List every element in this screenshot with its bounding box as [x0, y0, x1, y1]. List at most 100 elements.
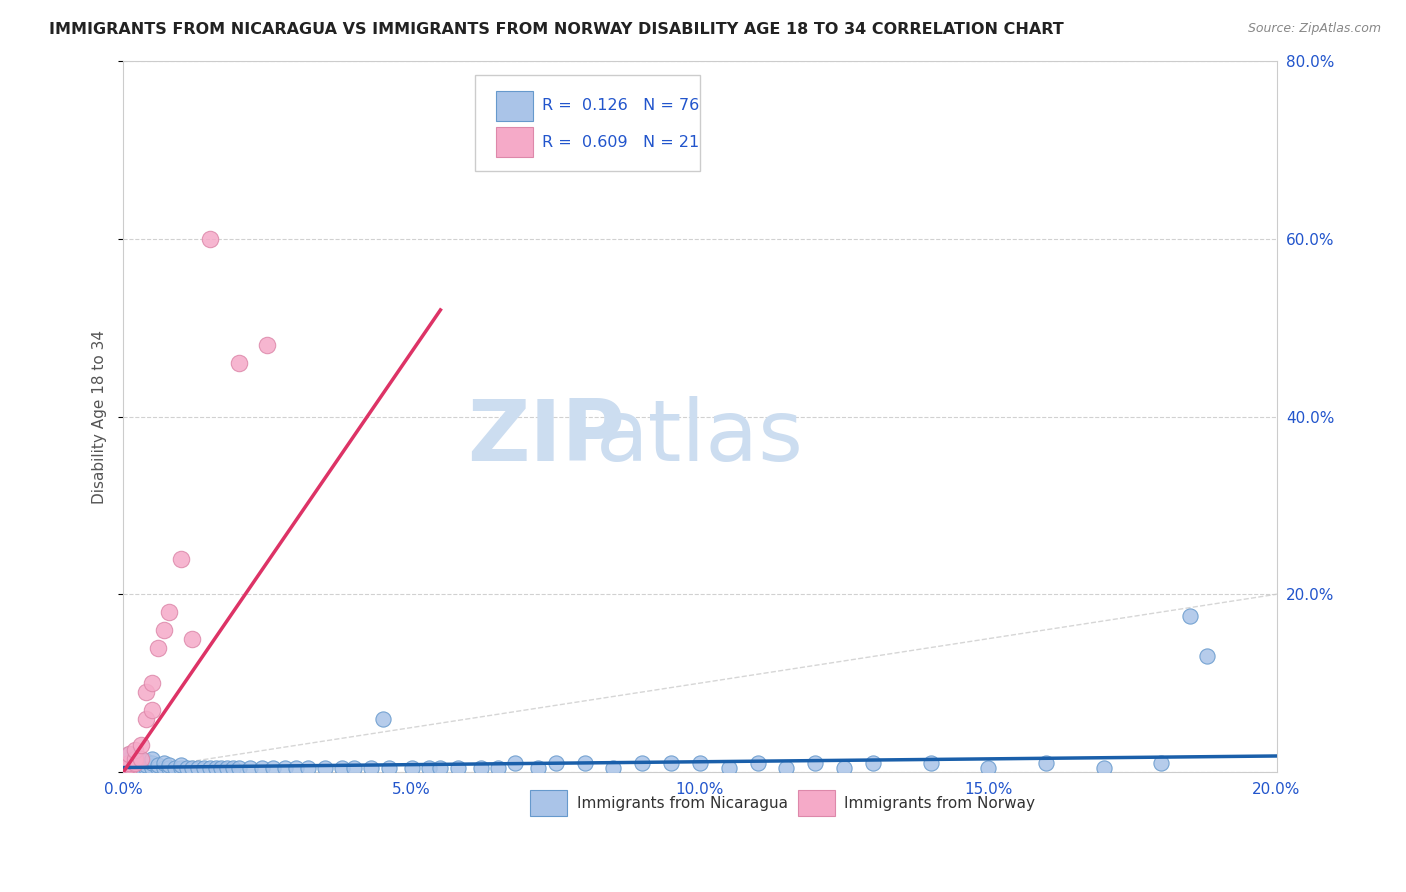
Point [152, 756, 174, 770]
Point [447, 760, 470, 774]
Point [198, 760, 221, 774]
Point [176, 760, 198, 774]
Point [141, 760, 163, 774]
Point [228, 356, 250, 370]
Point [135, 754, 157, 768]
Text: Source: ZipAtlas.com: Source: ZipAtlas.com [1247, 22, 1381, 36]
FancyBboxPatch shape [496, 128, 533, 157]
Point [631, 756, 654, 770]
Point [129, 752, 152, 766]
Point [165, 760, 187, 774]
Point [124, 749, 146, 764]
Point [118, 752, 141, 766]
Point [377, 760, 399, 774]
Point [181, 632, 204, 646]
Point [429, 760, 451, 774]
Point [602, 760, 624, 774]
Point [256, 338, 278, 352]
Point [124, 756, 146, 770]
Point [181, 760, 204, 774]
Point [332, 760, 354, 774]
Point [1197, 649, 1219, 664]
Text: IMMIGRANTS FROM NICARAGUA VS IMMIGRANTS FROM NORWAY DISABILITY AGE 18 TO 34 CORR: IMMIGRANTS FROM NICARAGUA VS IMMIGRANTS … [49, 22, 1064, 37]
Point [124, 760, 146, 774]
Point [135, 685, 157, 699]
Point [544, 756, 567, 770]
Point [118, 747, 141, 762]
Point [314, 760, 336, 774]
Point [920, 756, 942, 770]
Point [135, 712, 157, 726]
Point [204, 760, 226, 774]
Text: R =  0.126   N = 76: R = 0.126 N = 76 [541, 98, 699, 113]
Point [187, 760, 209, 774]
FancyBboxPatch shape [496, 91, 533, 120]
Point [146, 757, 169, 772]
Point [152, 623, 174, 637]
Point [124, 757, 146, 772]
Point [228, 760, 250, 774]
Point [1035, 756, 1057, 770]
Point [159, 757, 181, 772]
Point [193, 760, 215, 774]
Point [146, 640, 169, 655]
Point [1092, 760, 1115, 774]
Point [717, 760, 740, 774]
Point [360, 760, 382, 774]
Point [118, 747, 141, 762]
Point [124, 743, 146, 757]
Point [862, 756, 884, 770]
Point [159, 605, 181, 619]
Point [118, 760, 141, 774]
Point [239, 760, 262, 774]
Point [198, 232, 221, 246]
Point [505, 756, 527, 770]
Point [129, 739, 152, 753]
Point [659, 756, 682, 770]
Point [401, 760, 423, 774]
Y-axis label: Disability Age 18 to 34: Disability Age 18 to 34 [93, 329, 107, 504]
Point [804, 756, 827, 770]
Point [118, 757, 141, 772]
Point [297, 760, 319, 774]
Point [118, 756, 141, 770]
Point [129, 760, 152, 774]
Point [527, 760, 550, 774]
Point [146, 760, 169, 774]
Point [832, 760, 855, 774]
Point [135, 760, 157, 774]
Point [124, 752, 146, 766]
Point [574, 756, 596, 770]
Point [159, 760, 181, 774]
Point [141, 752, 163, 766]
Point [262, 760, 284, 774]
Point [118, 760, 141, 774]
Point [118, 757, 141, 772]
Point [217, 760, 239, 774]
Point [141, 756, 163, 770]
FancyBboxPatch shape [530, 790, 567, 816]
Point [129, 752, 152, 766]
Point [689, 756, 711, 770]
Point [371, 712, 394, 726]
Point [209, 760, 232, 774]
Point [775, 760, 797, 774]
Text: R =  0.609   N = 21: R = 0.609 N = 21 [541, 135, 699, 150]
Point [418, 760, 440, 774]
Point [486, 760, 509, 774]
Point [977, 760, 1000, 774]
Point [747, 756, 769, 770]
Point [343, 760, 366, 774]
Point [1150, 756, 1173, 770]
Point [141, 676, 163, 690]
Point [170, 760, 193, 774]
Point [274, 760, 297, 774]
Point [124, 754, 146, 768]
Text: Immigrants from Nicaragua: Immigrants from Nicaragua [576, 796, 787, 811]
FancyBboxPatch shape [475, 75, 700, 171]
Point [285, 760, 308, 774]
FancyBboxPatch shape [799, 790, 835, 816]
Text: Immigrants from Norway: Immigrants from Norway [844, 796, 1035, 811]
Point [129, 756, 152, 770]
Text: atlas: atlas [596, 396, 804, 479]
